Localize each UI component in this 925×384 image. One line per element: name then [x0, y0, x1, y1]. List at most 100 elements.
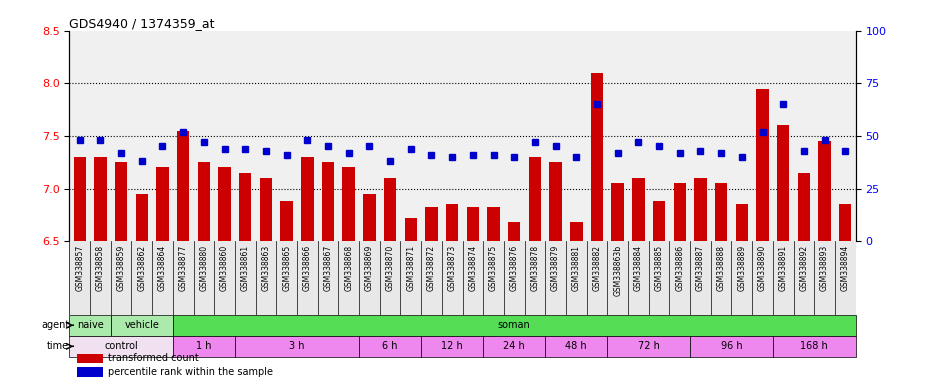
- Bar: [198, 162, 210, 241]
- Text: GSM338872: GSM338872: [427, 245, 436, 291]
- Bar: [364, 194, 376, 241]
- Bar: [421, 336, 483, 357]
- Bar: [280, 201, 293, 241]
- Bar: [715, 183, 727, 241]
- Text: GSM338892: GSM338892: [799, 245, 808, 291]
- Bar: [695, 178, 707, 241]
- Bar: [632, 178, 645, 241]
- Bar: [839, 204, 852, 241]
- Text: GSM338868: GSM338868: [344, 245, 353, 291]
- Text: GSM338874: GSM338874: [468, 245, 477, 291]
- Text: GSM338875: GSM338875: [489, 245, 498, 291]
- Bar: [384, 178, 396, 241]
- Text: GSM338862: GSM338862: [137, 245, 146, 291]
- Bar: [156, 167, 168, 241]
- Text: GSM338878: GSM338878: [530, 245, 539, 291]
- Text: GSM338887: GSM338887: [696, 245, 705, 291]
- Bar: [608, 336, 690, 357]
- Text: 24 h: 24 h: [503, 341, 525, 351]
- Text: GSM338860: GSM338860: [220, 245, 229, 291]
- Bar: [735, 204, 748, 241]
- Bar: [797, 173, 810, 241]
- Text: GSM338865: GSM338865: [282, 245, 291, 291]
- Text: control: control: [105, 341, 138, 351]
- Bar: [115, 162, 128, 241]
- Text: GDS4940 / 1374359_at: GDS4940 / 1374359_at: [69, 17, 215, 30]
- Bar: [94, 157, 106, 241]
- Bar: [359, 336, 421, 357]
- Text: GSM338859: GSM338859: [117, 245, 126, 291]
- Text: vehicle: vehicle: [124, 320, 159, 330]
- Text: GSM338886: GSM338886: [675, 245, 684, 291]
- Text: GSM338869: GSM338869: [364, 245, 374, 291]
- Text: GSM338876: GSM338876: [510, 245, 519, 291]
- Text: 12 h: 12 h: [441, 341, 463, 351]
- Text: GSM338873: GSM338873: [448, 245, 457, 291]
- Bar: [570, 222, 583, 241]
- Bar: [173, 315, 856, 336]
- Bar: [322, 162, 334, 241]
- Text: GSM338894: GSM338894: [841, 245, 850, 291]
- Text: GSM338891: GSM338891: [779, 245, 788, 291]
- Text: GSM338884: GSM338884: [634, 245, 643, 291]
- Text: GSM338885: GSM338885: [655, 245, 663, 291]
- Bar: [426, 207, 438, 241]
- Text: GSM338863: GSM338863: [262, 245, 270, 291]
- Bar: [773, 336, 856, 357]
- Bar: [302, 157, 314, 241]
- Text: GSM338889: GSM338889: [737, 245, 746, 291]
- Bar: [529, 157, 541, 241]
- Bar: [69, 315, 111, 336]
- Bar: [446, 204, 459, 241]
- Text: GSM338880: GSM338880: [200, 245, 208, 291]
- Text: naive: naive: [77, 320, 104, 330]
- Text: GSM338888: GSM338888: [717, 245, 725, 291]
- Text: GSM338890: GSM338890: [758, 245, 767, 291]
- Text: GSM338864: GSM338864: [158, 245, 167, 291]
- Bar: [483, 336, 545, 357]
- Bar: [69, 336, 173, 357]
- Text: 1 h: 1 h: [196, 341, 212, 351]
- Text: soman: soman: [498, 320, 531, 330]
- Bar: [404, 218, 417, 241]
- Bar: [611, 183, 623, 241]
- Text: GSM338879: GSM338879: [551, 245, 561, 291]
- Bar: [177, 131, 190, 241]
- Bar: [690, 336, 773, 357]
- Bar: [342, 167, 355, 241]
- Text: GSM338867: GSM338867: [324, 245, 332, 291]
- Bar: [466, 207, 479, 241]
- Text: 168 h: 168 h: [800, 341, 828, 351]
- Bar: [487, 207, 500, 241]
- Bar: [260, 178, 272, 241]
- Bar: [673, 183, 686, 241]
- Text: GSM338871: GSM338871: [406, 245, 415, 291]
- Text: GSM338893: GSM338893: [820, 245, 829, 291]
- Bar: [239, 173, 252, 241]
- Text: 72 h: 72 h: [637, 341, 660, 351]
- Text: GSM338877: GSM338877: [179, 245, 188, 291]
- Bar: [73, 157, 86, 241]
- Text: GSM338857: GSM338857: [75, 245, 84, 291]
- Bar: [78, 367, 103, 377]
- Text: percentile rank within the sample: percentile rank within the sample: [108, 367, 274, 377]
- Text: transformed count: transformed count: [108, 353, 199, 363]
- Bar: [549, 162, 561, 241]
- Text: agent: agent: [41, 320, 69, 330]
- Bar: [757, 89, 769, 241]
- Bar: [591, 73, 603, 241]
- Bar: [545, 336, 608, 357]
- Bar: [218, 167, 230, 241]
- Text: time: time: [47, 341, 69, 351]
- Bar: [173, 336, 235, 357]
- Bar: [136, 194, 148, 241]
- Text: 3 h: 3 h: [290, 341, 304, 351]
- Bar: [653, 201, 665, 241]
- Bar: [777, 126, 789, 241]
- Text: 96 h: 96 h: [721, 341, 742, 351]
- Bar: [819, 141, 831, 241]
- Bar: [111, 315, 173, 336]
- Text: 48 h: 48 h: [565, 341, 587, 351]
- Text: GSM338870: GSM338870: [386, 245, 395, 291]
- Text: GSM338863b: GSM338863b: [613, 245, 623, 296]
